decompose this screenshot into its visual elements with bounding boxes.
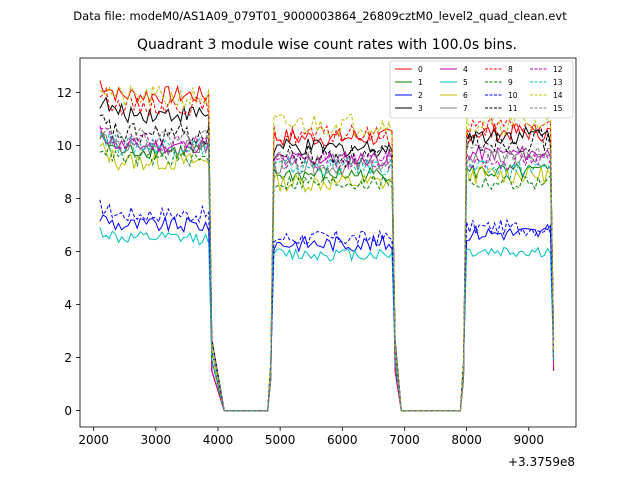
legend-label-9: 9 — [508, 78, 513, 87]
series-line-10 — [99, 199, 555, 412]
series-line-7 — [99, 133, 555, 412]
x-tick-label: 4000 — [203, 433, 234, 447]
x-tick-label: 5000 — [265, 433, 296, 447]
y-tick-label: 0 — [64, 404, 72, 418]
legend-label-6: 6 — [463, 91, 468, 100]
series-line-2 — [99, 214, 555, 412]
x-tick-label: 6000 — [327, 433, 358, 447]
legend-label-7: 7 — [463, 104, 468, 113]
legend-label-12: 12 — [553, 65, 563, 74]
axes-layer: 2000 3000 4000 5000 6000 7000 8000 9000 0 2 4 6 8 10 1… — [57, 86, 544, 447]
legend-label-10: 10 — [508, 91, 518, 100]
series-line-0 — [99, 80, 555, 412]
legend-label-8: 8 — [508, 65, 513, 74]
y-tick-label: 12 — [57, 86, 72, 100]
series-line-13 — [99, 132, 555, 412]
legend-label-13: 13 — [553, 78, 563, 87]
series-line-9 — [99, 144, 555, 412]
series-line-6 — [99, 142, 555, 412]
legend-label-3: 3 — [418, 104, 423, 113]
legend-box — [389, 60, 574, 119]
series-layer — [99, 80, 555, 412]
series-line-12 — [99, 127, 555, 412]
legend-label-1: 1 — [418, 78, 423, 87]
x-tick-label: 8000 — [451, 433, 482, 447]
series-line-15 — [99, 127, 555, 412]
x-tick-label: 3000 — [141, 433, 172, 447]
y-tick-label: 4 — [64, 298, 72, 312]
data-file-header: Data file: modeM0/AS1A09_079T01_90000038… — [73, 9, 567, 23]
legend-label-14: 14 — [553, 91, 563, 100]
series-line-3 — [99, 96, 555, 412]
x-tick-label: 2000 — [78, 433, 109, 447]
chart-title: Quadrant 3 module wise count rates with … — [137, 37, 517, 53]
y-tick-label: 2 — [64, 351, 72, 365]
series-line-11 — [99, 114, 555, 412]
legend-label-5: 5 — [463, 78, 468, 87]
plot-frame — [79, 57, 577, 428]
y-tick-label: 8 — [64, 192, 72, 206]
legend-label-11: 11 — [508, 104, 518, 113]
y-tick-label: 10 — [57, 139, 72, 153]
x-tick-label: 7000 — [389, 433, 420, 447]
legend-label-0: 0 — [418, 65, 423, 74]
x-tick-label: 9000 — [513, 433, 544, 447]
x-offset-label: +3.3759e8 — [508, 455, 575, 469]
legend-label-2: 2 — [418, 91, 423, 100]
series-line-5 — [99, 226, 555, 412]
y-tick-label: 6 — [64, 245, 72, 259]
legend-label-15: 15 — [553, 104, 563, 113]
legend-label-4: 4 — [463, 65, 468, 74]
